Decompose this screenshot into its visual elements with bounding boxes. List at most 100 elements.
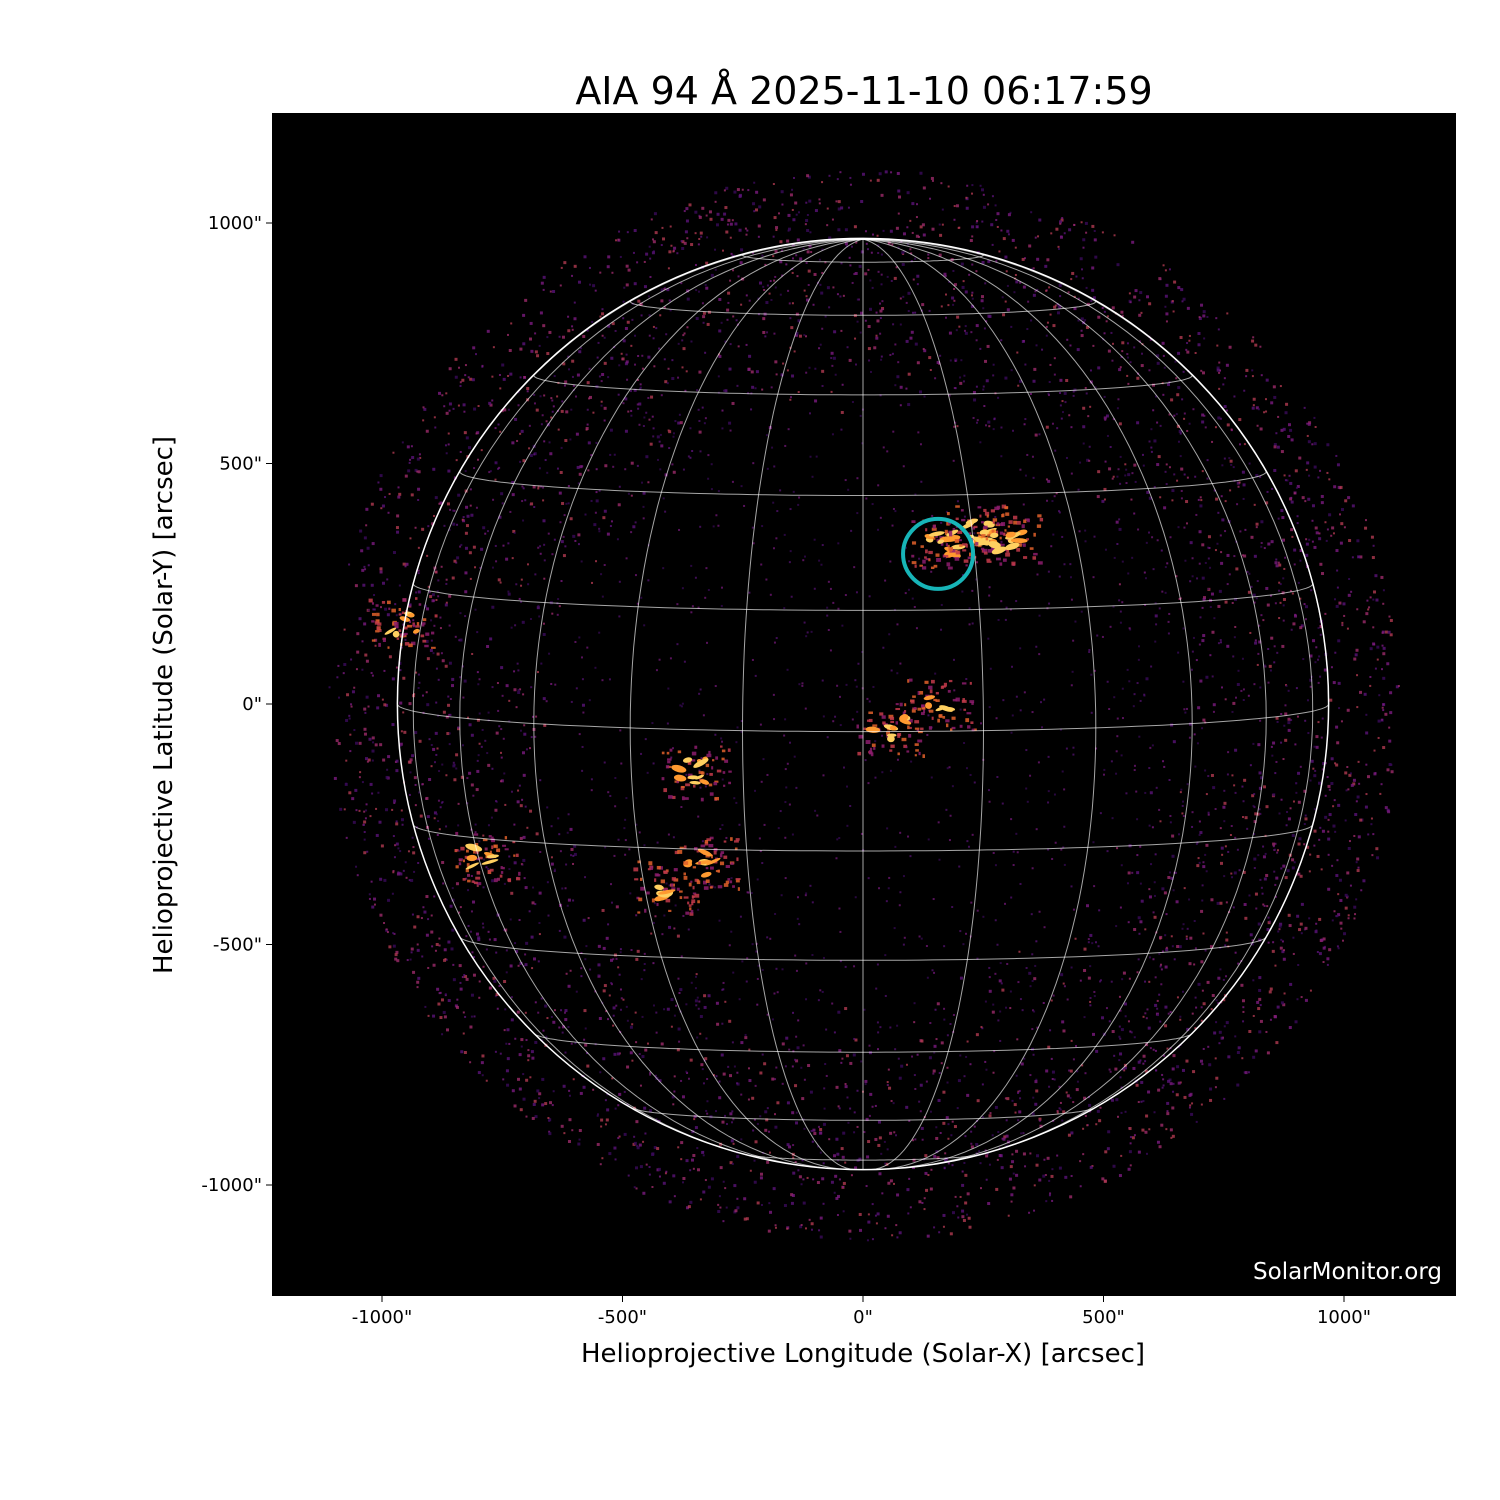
emission-speckle	[727, 1065, 730, 1068]
emission-speckle	[1097, 366, 1101, 370]
emission-speckle	[1226, 583, 1229, 586]
emission-speckle	[1044, 1174, 1047, 1177]
emission-speckle	[751, 1096, 755, 1100]
emission-speckle	[1161, 950, 1164, 953]
emission-speckle	[911, 202, 915, 206]
emission-speckle	[618, 580, 621, 583]
emission-speckle	[1129, 1030, 1132, 1033]
emission-speckle	[395, 614, 398, 617]
emission-speckle	[1002, 699, 1005, 702]
emission-speckle	[810, 251, 813, 254]
emission-speckle	[786, 239, 790, 243]
emission-speckle	[1139, 920, 1143, 924]
emission-speckle	[959, 1054, 962, 1057]
emission-speckle	[583, 1038, 586, 1041]
emission-speckle	[456, 556, 460, 560]
emission-speckle	[867, 782, 870, 785]
emission-speckle	[1240, 983, 1244, 987]
emission-speckle	[818, 202, 821, 205]
emission-speckle	[1315, 745, 1319, 749]
emission-speckle	[874, 740, 877, 743]
emission-speckle	[1315, 735, 1319, 739]
emission-speckle	[636, 378, 639, 381]
emission-speckle	[1223, 789, 1226, 792]
emission-speckle	[1274, 561, 1278, 565]
emission-speckle	[932, 898, 935, 901]
emission-speckle	[1226, 312, 1229, 315]
emission-speckle	[472, 794, 475, 797]
emission-speckle	[1060, 218, 1064, 222]
emission-speckle	[617, 1137, 620, 1140]
emission-speckle	[1292, 936, 1295, 939]
emission-speckle	[1347, 917, 1350, 920]
emission-speckle	[783, 533, 786, 536]
emission-speckle	[789, 550, 792, 553]
emission-speckle	[686, 1206, 690, 1210]
emission-speckle	[1177, 526, 1180, 529]
emission-speckle	[1389, 633, 1393, 637]
emission-speckle	[1337, 803, 1341, 807]
emission-speckle	[856, 710, 859, 713]
emission-speckle	[686, 297, 690, 301]
emission-speckle	[1167, 1079, 1171, 1083]
emission-speckle	[1350, 590, 1353, 593]
emission-speckle	[572, 899, 575, 902]
emission-speckle	[1073, 295, 1076, 298]
emission-speckle	[906, 191, 910, 195]
emission-speckle	[789, 396, 792, 399]
emission-speckle	[1142, 1062, 1145, 1065]
emission-speckle	[1280, 509, 1284, 513]
emission-speckle	[687, 455, 690, 458]
emission-speckle	[601, 1157, 604, 1160]
emission-speckle	[1127, 473, 1131, 477]
emission-speckle	[1178, 833, 1181, 836]
emission-speckle	[1233, 784, 1236, 787]
emission-speckle	[1154, 976, 1157, 979]
emission-speckle	[939, 354, 942, 357]
emission-speckle	[795, 312, 799, 316]
emission-speckle	[1199, 616, 1202, 619]
emission-speckle	[1060, 848, 1063, 851]
emission-speckle	[497, 578, 501, 582]
emission-speckle	[1371, 556, 1375, 560]
emission-speckle	[813, 1132, 817, 1136]
emission-speckle	[854, 337, 857, 340]
emission-speckle	[611, 322, 615, 326]
emission-speckle	[1098, 909, 1101, 912]
emission-speckle	[893, 927, 896, 930]
emission-speckle	[1295, 486, 1298, 489]
emission-speckle	[1299, 549, 1303, 553]
emission-speckle	[1119, 366, 1122, 369]
emission-speckle	[943, 945, 946, 948]
emission-speckle	[1096, 1109, 1100, 1113]
emission-speckle	[679, 421, 683, 425]
emission-speckle	[1001, 988, 1005, 992]
emission-speckle	[889, 1179, 893, 1183]
emission-speckle	[1260, 545, 1263, 548]
emission-speckle	[700, 235, 703, 238]
emission-speckle	[732, 1142, 735, 1145]
emission-speckle	[759, 1071, 763, 1075]
emission-speckle	[1347, 593, 1351, 597]
emission-speckle	[464, 546, 468, 550]
emission-speckle	[402, 676, 406, 680]
emission-speckle	[774, 1125, 778, 1129]
emission-speckle	[1211, 630, 1215, 634]
emission-speckle	[1005, 606, 1008, 609]
emission-speckle	[1117, 398, 1120, 401]
emission-speckle	[1174, 360, 1177, 363]
emission-speckle	[1206, 980, 1210, 984]
emission-speckle	[599, 1071, 602, 1074]
emission-speckle	[1000, 982, 1003, 985]
emission-speckle	[492, 346, 495, 349]
emission-speckle	[1245, 375, 1248, 378]
emission-speckle	[499, 430, 502, 433]
emission-speckle	[722, 1220, 725, 1223]
emission-speckle	[1369, 647, 1373, 651]
emission-speckle	[395, 822, 399, 826]
emission-speckle	[991, 1134, 994, 1137]
emission-speckle	[789, 193, 793, 197]
emission-speckle	[440, 565, 443, 568]
emission-speckle	[1282, 957, 1286, 961]
emission-speckle	[680, 806, 683, 809]
